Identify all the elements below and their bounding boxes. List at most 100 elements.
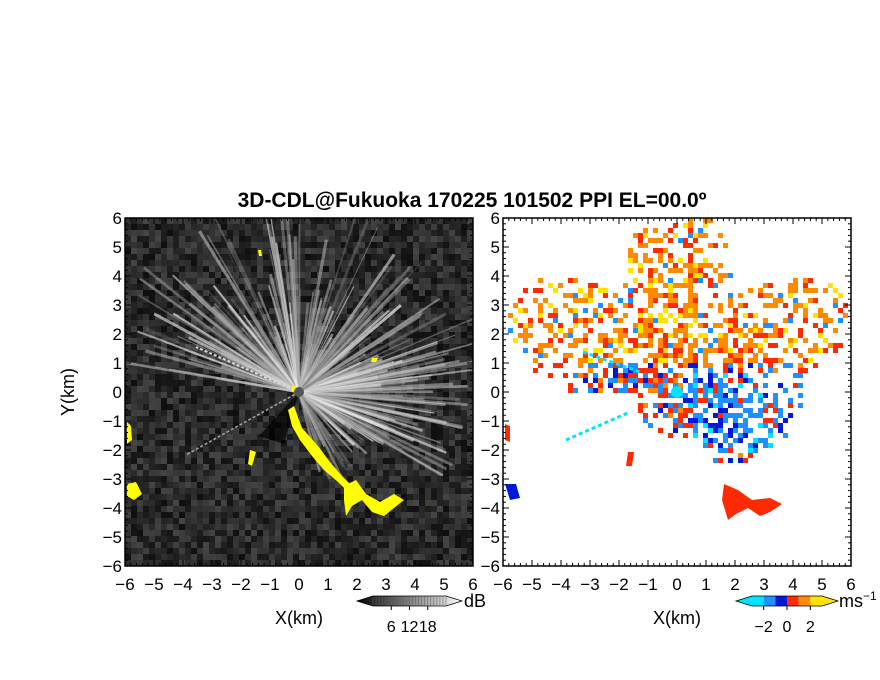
noise-cell	[377, 548, 383, 554]
noise-cell	[305, 500, 311, 506]
noise-cell	[251, 530, 257, 536]
noise-cell	[455, 284, 461, 290]
velocity-cell	[638, 408, 643, 413]
noise-cell	[161, 458, 167, 464]
noise-cell	[461, 554, 467, 560]
noise-cell	[179, 380, 185, 386]
noise-cell	[449, 272, 455, 278]
noise-cell	[239, 488, 245, 494]
velocity-cell	[533, 358, 538, 363]
noise-cell	[197, 500, 203, 506]
noise-cell	[167, 398, 173, 404]
noise-cell	[323, 314, 329, 320]
noise-cell	[137, 260, 143, 266]
noise-cell	[317, 284, 323, 290]
noise-cell	[131, 296, 137, 302]
velocity-cell	[718, 418, 723, 423]
noise-cell	[389, 488, 395, 494]
noise-cell	[149, 326, 155, 332]
velocity-cell	[678, 348, 683, 353]
velocity-cell	[688, 408, 693, 413]
noise-cell	[407, 284, 413, 290]
velocity-cell	[558, 283, 563, 288]
thin-beam	[195, 346, 300, 393]
noise-cell	[287, 320, 293, 326]
noise-cell	[401, 548, 407, 554]
noise-cell	[419, 314, 425, 320]
velocity-cell	[813, 343, 818, 348]
velocity-cell	[768, 368, 773, 373]
noise-cell	[401, 284, 407, 290]
noise-cell	[227, 236, 233, 242]
noise-cell	[257, 260, 263, 266]
noise-cell	[449, 302, 455, 308]
echo-ray	[168, 368, 300, 394]
noise-cell	[317, 302, 323, 308]
noise-cell	[185, 302, 191, 308]
noise-cell	[197, 284, 203, 290]
noise-cell	[215, 380, 221, 386]
velocity-cell	[663, 388, 668, 393]
noise-cell	[455, 512, 461, 518]
velocity-cell	[693, 273, 698, 278]
noise-cell	[293, 476, 299, 482]
noise-cell	[407, 506, 413, 512]
noise-cell	[143, 386, 149, 392]
noise-cell	[323, 290, 329, 296]
noise-cell	[299, 500, 305, 506]
noise-cell	[389, 458, 395, 464]
echo-ray	[297, 265, 412, 393]
noise-cell	[329, 290, 335, 296]
noise-cell	[287, 398, 293, 404]
noise-cell	[155, 272, 161, 278]
noise-cell	[461, 494, 467, 500]
noise-cell	[245, 290, 251, 296]
noise-cell	[215, 488, 221, 494]
noise-cell	[437, 476, 443, 482]
velocity-cell	[638, 238, 643, 243]
velocity-streak	[582, 350, 641, 374]
velocity-cell	[658, 253, 663, 258]
noise-cell	[311, 260, 317, 266]
noise-cell	[137, 356, 143, 362]
noise-cell	[257, 488, 263, 494]
intensity-y-tick-label: 3	[113, 296, 122, 315]
noise-cell	[413, 356, 419, 362]
velocity-cell	[668, 378, 673, 383]
noise-cell	[143, 266, 149, 272]
noise-cell	[317, 218, 323, 224]
noise-cell	[161, 392, 167, 398]
noise-cell	[425, 230, 431, 236]
noise-cell	[131, 230, 137, 236]
noise-cell	[179, 494, 185, 500]
noise-cell	[419, 530, 425, 536]
noise-cell	[227, 410, 233, 416]
noise-cell	[425, 314, 431, 320]
noise-cell	[215, 290, 221, 296]
noise-cell	[257, 452, 263, 458]
echo-ray	[298, 318, 473, 393]
noise-cell	[137, 278, 143, 284]
noise-cell	[239, 272, 245, 278]
noise-cell	[185, 248, 191, 254]
velocity-cell	[528, 333, 533, 338]
noise-cell	[449, 308, 455, 314]
noise-cell	[167, 464, 173, 470]
noise-cell	[455, 338, 461, 344]
velocity-cell	[648, 273, 653, 278]
noise-cell	[221, 518, 227, 524]
noise-cell	[173, 422, 179, 428]
noise-cell	[287, 524, 293, 530]
velocity-cell	[518, 333, 523, 338]
velocity-cell	[673, 333, 678, 338]
noise-cell	[323, 512, 329, 518]
noise-cell	[125, 332, 131, 338]
noise-cell	[461, 536, 467, 542]
velocity-cell	[703, 388, 708, 393]
noise-cell	[305, 230, 311, 236]
noise-cell	[407, 500, 413, 506]
velocity-cell	[773, 333, 778, 338]
echo-ray	[298, 327, 397, 394]
velocity-cell	[738, 378, 743, 383]
noise-cell	[383, 458, 389, 464]
